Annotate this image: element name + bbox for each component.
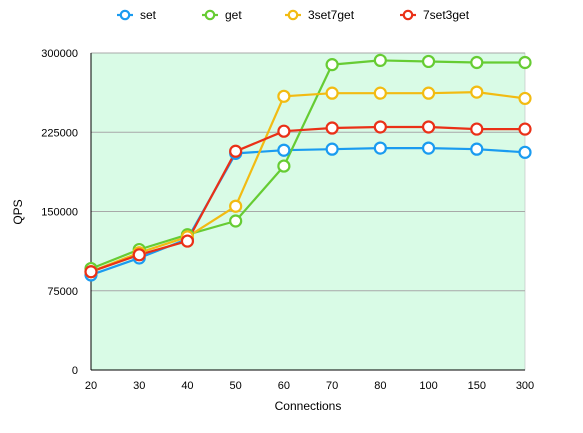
data-point-7set3get — [423, 121, 434, 132]
legend-marker-3set7get — [289, 11, 297, 19]
x-tick-label: 100 — [419, 380, 437, 392]
x-tick-label: 30 — [133, 380, 145, 392]
data-point-get — [278, 161, 289, 172]
data-point-7set3get — [520, 124, 531, 135]
x-axis-label: Connections — [275, 399, 342, 413]
data-point-7set3get — [230, 146, 241, 157]
x-tick-label: 50 — [230, 380, 242, 392]
data-point-set — [375, 143, 386, 154]
data-point-get — [230, 216, 241, 227]
data-point-get — [471, 57, 482, 68]
data-point-7set3get — [278, 126, 289, 137]
y-axis-label: QPS — [11, 199, 25, 224]
data-point-3set7get — [520, 93, 531, 104]
data-point-3set7get — [230, 201, 241, 212]
data-point-7set3get — [86, 266, 97, 277]
legend-label-get: get — [225, 8, 242, 22]
data-point-7set3get — [327, 123, 338, 134]
legend: set get 3set7get 7set3get — [117, 8, 470, 22]
y-tick-label: 150000 — [41, 207, 78, 219]
data-point-7set3get — [134, 249, 145, 260]
x-tick-label: 150 — [468, 380, 486, 392]
data-point-set — [471, 144, 482, 155]
data-point-set — [423, 143, 434, 154]
y-tick-label: 225000 — [41, 127, 78, 139]
x-tick-label: 60 — [278, 380, 290, 392]
data-point-set — [520, 147, 531, 158]
legend-marker-7set3get — [404, 11, 412, 19]
data-point-3set7get — [327, 88, 338, 99]
data-point-get — [375, 55, 386, 66]
data-point-get — [520, 57, 531, 68]
x-tick-label: 40 — [181, 380, 193, 392]
data-point-set — [327, 144, 338, 155]
y-tick-label: 0 — [72, 365, 78, 377]
legend-label-7set3get: 7set3get — [423, 8, 470, 22]
legend-marker-set — [121, 11, 129, 19]
data-point-get — [423, 56, 434, 67]
data-point-3set7get — [423, 88, 434, 99]
y-tick-labels: 0 75000 150000 225000 300000 — [41, 48, 78, 377]
legend-label-set: set — [140, 8, 157, 22]
legend-marker-get — [206, 11, 214, 19]
data-point-7set3get — [182, 236, 193, 247]
data-point-3set7get — [375, 88, 386, 99]
x-tick-label: 80 — [374, 380, 386, 392]
y-tick-label: 300000 — [41, 48, 78, 60]
data-point-get — [327, 59, 338, 70]
x-tick-label: 300 — [516, 380, 534, 392]
legend-label-3set7get: 3set7get — [308, 8, 355, 22]
x-tick-label: 20 — [85, 380, 97, 392]
data-point-3set7get — [278, 91, 289, 102]
data-point-set — [278, 145, 289, 156]
x-tick-label: 70 — [326, 380, 338, 392]
x-tick-labels: 20 30 40 50 60 70 80 100 150 300 — [85, 380, 534, 392]
data-point-7set3get — [471, 124, 482, 135]
data-point-7set3get — [375, 121, 386, 132]
data-point-3set7get — [471, 87, 482, 98]
y-tick-label: 75000 — [47, 286, 78, 298]
